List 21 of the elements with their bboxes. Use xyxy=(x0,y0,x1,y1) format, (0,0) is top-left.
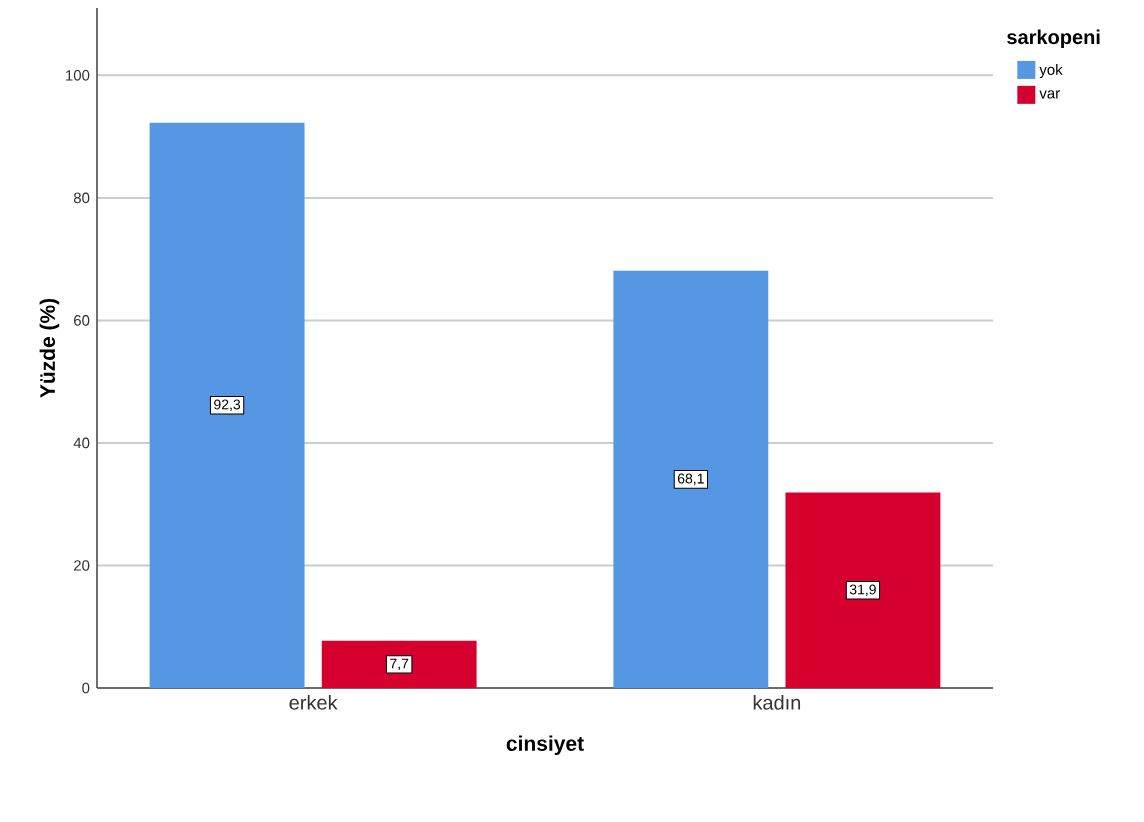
y-tick-label: 100 xyxy=(66,70,90,81)
bar xyxy=(321,640,477,688)
y-tick-label: 0 xyxy=(82,682,90,694)
x-axis-title: cinsiyet xyxy=(506,735,584,756)
legend-label: yok xyxy=(1039,64,1063,78)
x-tick-label: erkek xyxy=(289,695,338,710)
y-tick-label: 80 xyxy=(73,192,90,204)
legend-label: var xyxy=(1039,90,1060,99)
data-label: 68,1 xyxy=(677,473,704,486)
y-tick-label: 60 xyxy=(74,315,90,326)
bar xyxy=(785,492,941,688)
legend-title: sarkopeni xyxy=(1007,29,1100,49)
bar xyxy=(149,122,305,688)
data-label: 7,7 xyxy=(390,658,409,671)
bar xyxy=(613,270,769,688)
data-label: 31,9 xyxy=(849,584,876,597)
data-label: 92,3 xyxy=(214,399,241,412)
y-tick-label: 40 xyxy=(73,437,90,449)
y-tick-label: 20 xyxy=(74,560,90,571)
y-axis-title: Yüzde (%) xyxy=(39,298,60,398)
x-tick-label: kadın xyxy=(753,695,801,710)
